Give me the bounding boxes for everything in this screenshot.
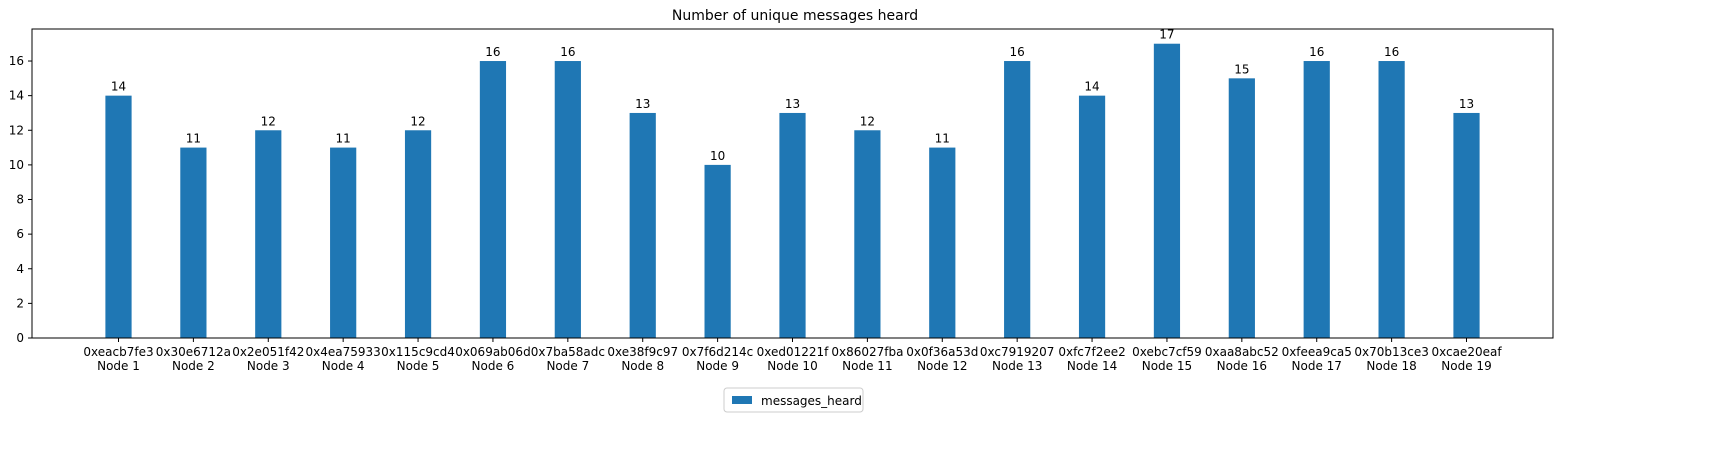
x-tick-label-node: Node 5 [397,359,440,373]
bar-6 [479,61,507,339]
legend-box [723,387,864,413]
data-label-12: 11 [935,132,950,146]
data-label-11: 12 [860,114,875,128]
data-label-4: 11 [336,132,351,146]
x-tick-label-id: 0xfeea9ca5 [1282,345,1352,359]
bar-5 [404,130,432,338]
data-label-3: 12 [261,114,276,128]
x-tick-label-id: 0xe38f9c97 [607,345,678,359]
x-tick-label-id: 0xebc7cf59 [1132,345,1202,359]
bar-1 [105,95,132,338]
y-tick-label: 0 [16,331,24,345]
x-tick-label-node: Node 8 [621,359,664,373]
bar-16 [1228,78,1255,339]
y-tick-label: 12 [9,123,24,137]
x-tick-label-id: 0xc7919207 [980,345,1055,359]
x-tick-label-node: Node 19 [1441,359,1491,373]
y-axis: 0 2 4 6 8 10 12 14 16 [9,54,32,345]
data-label-17: 16 [1309,45,1324,59]
x-tick-label-node: Node 17 [1292,359,1342,373]
y-tick-label: 6 [16,227,24,241]
bar-3 [255,130,282,338]
legend-swatch [732,396,752,404]
x-tick-label-id: 0x30e6712a [156,345,231,359]
data-label-13: 16 [1010,45,1025,59]
x-tick-label-node: Node 16 [1217,359,1267,373]
x-tick-label-node: Node 9 [696,359,739,373]
bar-7 [554,61,581,339]
x-tick-label-node: Node 15 [1142,359,1192,373]
bars-group [105,43,1480,339]
data-label-19: 13 [1459,97,1474,111]
data-label-16: 15 [1234,62,1249,76]
data-label-18: 16 [1384,45,1399,59]
x-tick-label-node: Node 2 [172,359,215,373]
bar-15 [1153,43,1181,338]
x-tick-label-node: Node 14 [1067,359,1117,373]
chart-title: Number of unique messages heard [672,8,918,24]
data-labels-group: 14 11 12 11 12 16 16 13 10 13 12 11 16 14 17 15 16 16 13 [111,28,1474,163]
bar-9 [704,164,731,338]
data-label-15: 17 [1159,28,1174,42]
x-tick-label-node: Node 4 [322,359,365,373]
bar-19 [1453,112,1480,339]
y-tick-label: 16 [9,54,24,68]
x-tick-label-node: Node 13 [992,359,1042,373]
bar-10 [779,112,806,339]
y-tick-label: 8 [16,193,24,207]
x-tick-label-id: 0x7f6d214c [682,345,753,359]
x-tick-label-id: 0xeacb7fe3 [83,345,153,359]
data-label-8: 13 [635,97,650,111]
x-tick-label-id: 0x115c9cd4 [381,345,455,359]
x-tick-label-id: 0x86027fba [831,345,903,359]
x-tick-label-id: 0xcae20eaf [1431,345,1502,359]
bar-4 [330,147,357,338]
x-tick-label-id: 0x0f36a53d [906,345,978,359]
y-tick-label: 10 [9,158,24,172]
data-label-9: 10 [710,149,725,163]
plot-frame [31,28,1554,339]
y-tick-label: 4 [16,262,24,276]
x-tick-label-node: Node 6 [472,359,515,373]
data-label-6: 16 [485,45,500,59]
legend: messages_heard [723,387,864,413]
bar-18 [1378,61,1405,339]
bar-2 [180,147,207,338]
x-tick-label-id: 0xfc7f2ee2 [1058,345,1125,359]
legend-label: messages_heard [761,394,862,408]
bar-12 [929,147,956,338]
data-label-1: 14 [111,80,126,94]
x-tick-label-node: Node 18 [1366,359,1416,373]
x-tick-label-id: 0x069ab06d [455,345,531,359]
x-tick-label-node: Node 11 [842,359,892,373]
bar-11 [854,130,881,338]
bar-13 [1004,61,1031,339]
data-label-2: 11 [186,132,201,146]
bar-14 [1078,95,1106,338]
x-tick-label-id: 0x70b13ce3 [1354,345,1429,359]
x-tick-label-node: Node 7 [546,359,589,373]
y-tick-label: 14 [9,89,24,103]
y-tick-label: 2 [16,296,24,310]
x-tick-label-id: 0x2e051f42 [232,345,304,359]
x-tick-label-node: Node 12 [917,359,967,373]
x-tick-label-id: 0xed01221f [757,345,830,359]
x-tick-label-node: Node 10 [767,359,817,373]
data-label-5: 12 [410,114,425,128]
data-label-14: 14 [1084,80,1099,94]
data-label-10: 13 [785,97,800,111]
x-tick-label-id: 0xaa8abc52 [1205,345,1279,359]
bar-17 [1303,61,1330,339]
x-tick-label-node: Node 3 [247,359,290,373]
bar-8 [629,112,656,339]
x-tick-label-node: Node 1 [97,359,140,373]
x-tick-label-id: 0x4ea75933 [306,345,381,359]
x-tick-label-id: 0x7ba58adc [531,345,605,359]
data-label-7: 16 [560,45,575,59]
